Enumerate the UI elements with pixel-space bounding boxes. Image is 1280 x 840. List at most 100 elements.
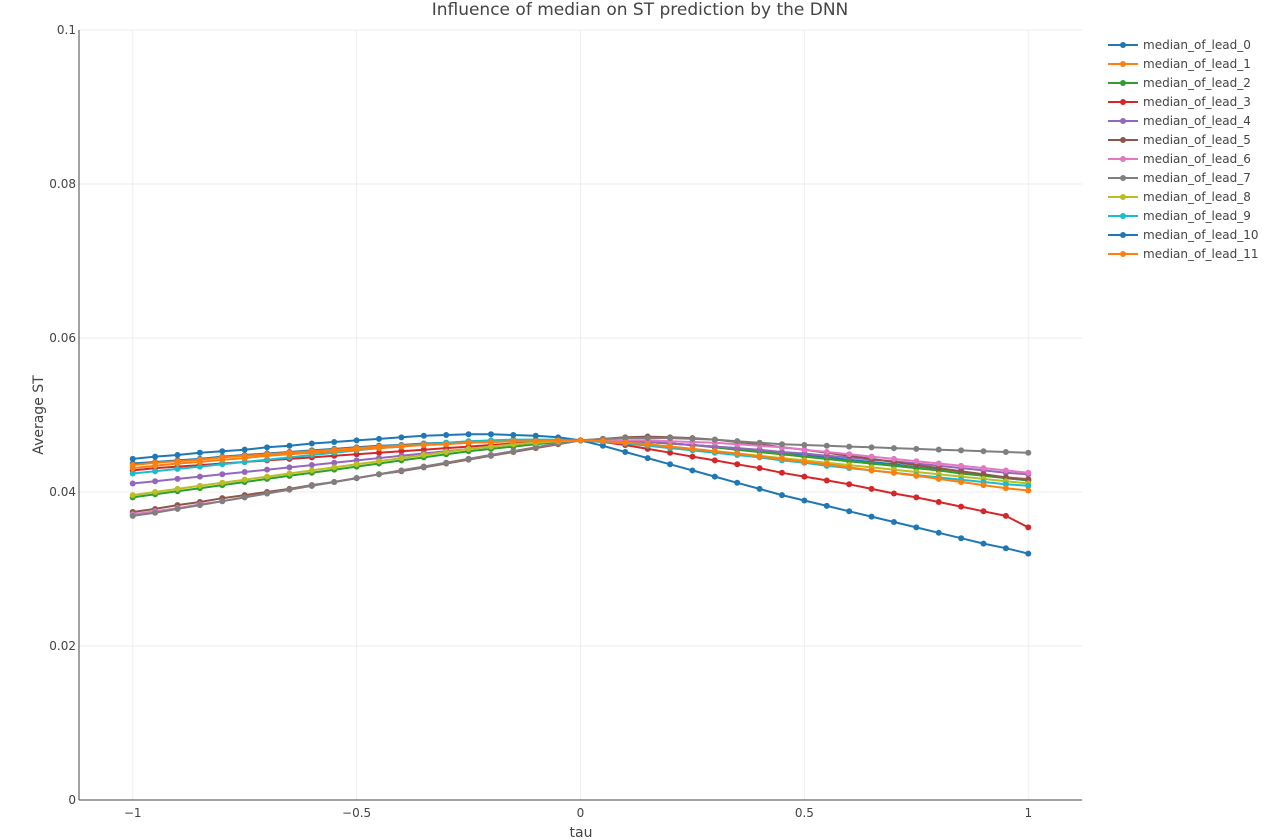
data-point bbox=[129, 465, 136, 472]
data-point bbox=[241, 468, 248, 475]
y-tick-label: 0.08 bbox=[49, 177, 76, 191]
data-point bbox=[376, 435, 383, 442]
data-point bbox=[398, 467, 405, 474]
data-point bbox=[734, 438, 741, 445]
data-point bbox=[196, 482, 203, 489]
legend-item[interactable]: median_of_lead_6 bbox=[1108, 152, 1251, 166]
data-point bbox=[689, 467, 696, 474]
legend-item[interactable]: median_of_lead_1 bbox=[1108, 57, 1251, 71]
data-point bbox=[958, 503, 965, 510]
data-point bbox=[219, 498, 226, 505]
data-point bbox=[644, 441, 651, 448]
legend-swatch-marker bbox=[1120, 213, 1126, 219]
data-point bbox=[868, 513, 875, 520]
data-point bbox=[711, 436, 718, 443]
data-point bbox=[376, 458, 383, 465]
data-point bbox=[711, 457, 718, 464]
data-point bbox=[823, 442, 830, 449]
data-point bbox=[510, 432, 517, 439]
data-point bbox=[778, 448, 785, 455]
data-point bbox=[129, 492, 136, 499]
data-point bbox=[823, 477, 830, 484]
legend-label: median_of_lead_6 bbox=[1143, 152, 1251, 166]
data-point bbox=[622, 448, 629, 455]
data-point bbox=[353, 475, 360, 482]
data-point bbox=[846, 481, 853, 488]
data-point bbox=[756, 453, 763, 460]
data-point bbox=[308, 449, 315, 456]
data-point bbox=[756, 439, 763, 446]
data-point bbox=[264, 490, 271, 497]
data-point bbox=[734, 479, 741, 486]
data-point bbox=[152, 509, 159, 516]
legend-label: median_of_lead_10 bbox=[1143, 228, 1259, 242]
data-point bbox=[264, 466, 271, 473]
legend-label: median_of_lead_2 bbox=[1143, 76, 1251, 90]
data-point bbox=[1025, 469, 1032, 476]
data-point bbox=[958, 535, 965, 542]
data-point bbox=[958, 462, 965, 469]
legend-item[interactable]: median_of_lead_3 bbox=[1108, 95, 1251, 109]
data-point bbox=[935, 460, 942, 467]
data-point bbox=[196, 473, 203, 480]
data-point bbox=[129, 470, 136, 477]
legend-item[interactable]: median_of_lead_8 bbox=[1108, 190, 1251, 204]
data-point bbox=[443, 441, 450, 448]
legend-label: median_of_lead_3 bbox=[1143, 95, 1251, 109]
data-point bbox=[219, 479, 226, 486]
data-point bbox=[331, 478, 338, 485]
legend-label: median_of_lead_1 bbox=[1143, 57, 1251, 71]
series-lines bbox=[129, 431, 1032, 557]
data-point bbox=[264, 473, 271, 480]
data-point bbox=[264, 452, 271, 459]
data-point bbox=[152, 478, 159, 485]
y-tick-label: 0.06 bbox=[49, 331, 76, 345]
data-point bbox=[196, 463, 203, 470]
data-point bbox=[980, 471, 987, 478]
series-median_of_lead_11 bbox=[129, 437, 1032, 494]
data-point bbox=[823, 461, 830, 468]
data-point bbox=[331, 438, 338, 445]
data-point bbox=[890, 445, 897, 452]
data-point bbox=[667, 435, 674, 442]
chart-title: Influence of median on ST prediction by … bbox=[432, 0, 849, 20]
data-point bbox=[532, 432, 539, 439]
data-point bbox=[241, 455, 248, 462]
legend-item[interactable]: median_of_lead_7 bbox=[1108, 171, 1251, 185]
y-tick-label: 0.02 bbox=[49, 639, 76, 653]
legend-item[interactable]: median_of_lead_9 bbox=[1108, 209, 1251, 223]
data-point bbox=[980, 508, 987, 515]
legend-item[interactable]: median_of_lead_4 bbox=[1108, 114, 1251, 128]
legend-item[interactable]: median_of_lead_10 bbox=[1108, 228, 1259, 242]
data-point bbox=[152, 468, 159, 475]
data-point bbox=[465, 439, 472, 446]
data-point bbox=[308, 462, 315, 469]
x-axis-title: tau bbox=[570, 825, 593, 840]
data-point bbox=[219, 471, 226, 478]
data-point bbox=[935, 499, 942, 506]
data-point bbox=[465, 445, 472, 452]
legend-swatch-marker bbox=[1120, 42, 1126, 48]
legend: median_of_lead_0 median_of_lead_1 median_o… bbox=[1108, 38, 1259, 261]
legend-item[interactable]: median_of_lead_0 bbox=[1108, 38, 1251, 52]
legend-item[interactable]: median_of_lead_11 bbox=[1108, 247, 1259, 261]
data-point bbox=[711, 473, 718, 480]
data-point bbox=[308, 467, 315, 474]
data-point bbox=[420, 432, 427, 439]
legend-item[interactable]: median_of_lead_2 bbox=[1108, 76, 1251, 90]
data-point bbox=[1002, 467, 1009, 474]
data-point bbox=[890, 455, 897, 462]
data-point bbox=[487, 438, 494, 445]
data-point bbox=[801, 442, 808, 449]
data-point bbox=[756, 485, 763, 492]
data-point bbox=[443, 459, 450, 466]
data-point bbox=[196, 458, 203, 465]
data-point bbox=[734, 450, 741, 457]
data-point bbox=[376, 449, 383, 456]
legend-item[interactable]: median_of_lead_5 bbox=[1108, 133, 1251, 147]
data-point bbox=[129, 455, 136, 462]
data-point bbox=[756, 465, 763, 472]
data-point bbox=[868, 453, 875, 460]
data-point bbox=[1025, 524, 1032, 531]
